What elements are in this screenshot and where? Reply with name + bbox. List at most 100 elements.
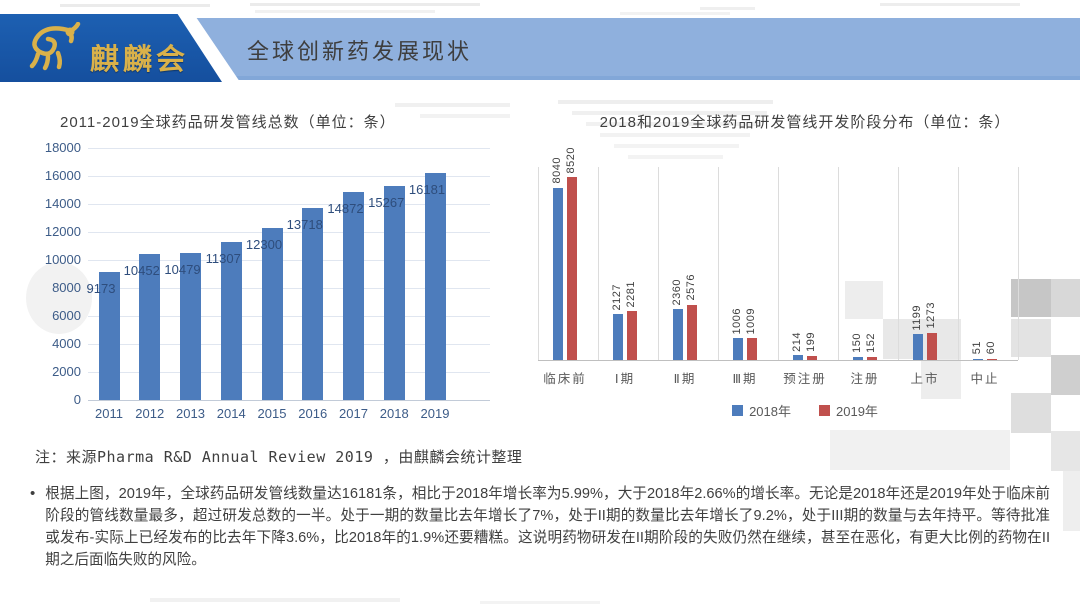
x-axis-label: 中止: [970, 372, 1000, 386]
chart2-title: 2018和2019全球药品研发管线开发阶段分布（单位：条）: [599, 114, 1011, 131]
y-tick-label: 2000: [52, 364, 81, 379]
x-axis-label: 预注册: [783, 372, 827, 386]
bar-2018年-Ⅲ期: [733, 338, 743, 360]
source-note: 注：来源Pharma R&D Annual Review 2019 ，由麒麟会统…: [35, 448, 523, 466]
bar-value-label: 8040: [551, 157, 563, 184]
legend-swatch: [732, 405, 744, 416]
y-tick-label: 12000: [44, 224, 81, 239]
grid-line: [958, 167, 959, 360]
bar-2018年-Ⅰ期: [613, 314, 623, 360]
grid-line: [88, 232, 490, 233]
x-axis-label: 2015: [257, 406, 287, 421]
x-axis-label: 2011: [95, 406, 123, 421]
x-axis-line: [538, 360, 1018, 361]
bar-value-label: 1006: [731, 307, 743, 335]
grid-line: [1018, 167, 1019, 360]
bar-2019年-中止: [987, 358, 997, 360]
grid-line: [88, 372, 490, 373]
y-tick-label: 4000: [52, 336, 81, 351]
bar-2018年-中止: [973, 358, 983, 360]
map-watermark-tile: [250, 3, 480, 6]
bar-2019年-Ⅰ期: [627, 311, 637, 360]
bar-2018: [383, 186, 405, 400]
bar-2015: [261, 227, 283, 400]
bar-2019年-注册: [867, 356, 877, 360]
map-watermark-tile: [255, 10, 435, 13]
bar-2017: [343, 191, 364, 400]
grid-line: [88, 288, 490, 289]
grid-line: [598, 167, 599, 360]
grid-line: [538, 167, 539, 360]
map-watermark-tile: [1063, 471, 1080, 531]
y-tick-label: 16000: [44, 168, 81, 183]
bar-2011: [98, 271, 120, 400]
x-axis-label: 上市: [910, 372, 940, 386]
bar-2018年-注册: [853, 356, 863, 360]
map-watermark-tile: [880, 3, 1020, 6]
legend-item-2018年: 2018年: [732, 401, 791, 420]
x-axis-line: [88, 400, 490, 401]
bar-value-label: 12300: [245, 236, 283, 252]
bar-value-label: 11307: [205, 250, 241, 266]
bar-value-label: 2360: [671, 278, 683, 306]
grid-line: [88, 260, 490, 261]
map-watermark-tile: [60, 4, 210, 7]
legend-item-2019年: 2019年: [819, 401, 878, 420]
bar-value-label: 10452: [123, 262, 160, 278]
chart-phase-distribution: 2018和2019全球药品研发管线开发阶段分布（单位：条） 8040 8520 临床…: [530, 103, 1080, 433]
x-axis-label: 2013: [176, 406, 205, 421]
bar-2018年-上市: [913, 334, 923, 360]
bar-value-label: 16181: [408, 182, 446, 198]
bar-2018年-临床前: [553, 187, 563, 360]
grid-line: [88, 204, 490, 205]
legend-label: 2018年: [749, 404, 791, 419]
map-watermark-tile: [150, 598, 400, 602]
analysis-text: 根据上图，2019年，全球药品研发管线数量达16181条，相比于2018年增长率…: [45, 486, 1050, 568]
bar-value-label: 150: [851, 332, 863, 353]
grid-line: [778, 167, 779, 360]
bar-value-label: 15267: [368, 195, 405, 211]
bar-2016: [302, 207, 324, 400]
legend-swatch: [819, 405, 830, 416]
bar-2014: [220, 241, 242, 400]
logo-banner: 麒麟会: [0, 14, 222, 82]
grid-line: [88, 148, 490, 149]
y-tick-label: 6000: [52, 308, 81, 323]
bar-value-label: 2281: [625, 280, 637, 308]
bar-value-label: 1199: [911, 304, 923, 331]
x-axis-label: Ⅲ期: [732, 372, 758, 386]
grid-line: [88, 316, 490, 317]
grid-line: [88, 344, 490, 345]
grid-line: [658, 167, 659, 360]
y-tick-label: 14000: [44, 196, 81, 211]
chart-total-pipelines: 2011-2019全球药品研发管线总数（单位：条） 0 2000 4000 6000 8…: [35, 103, 510, 433]
bar-value-label: 9173: [86, 280, 116, 296]
grid-line: [718, 167, 719, 360]
legend-label: 2019年: [836, 404, 878, 419]
bar-2019: [424, 173, 446, 400]
map-watermark-tile: [830, 430, 1010, 470]
bar-2019年-预注册: [807, 355, 817, 360]
bullet-marker: •: [30, 485, 36, 502]
bar-value-label: 60: [985, 341, 997, 355]
y-tick-label: 10000: [44, 252, 81, 267]
bar-value-label: 8520: [565, 146, 577, 174]
page-title: 全球创新药发展现状: [247, 39, 473, 64]
qilin-dragon-icon: [29, 22, 81, 71]
bar-value-label: 214: [791, 331, 803, 352]
bar-2018年-预注册: [793, 355, 803, 360]
analysis-bullet: • 根据上图，2019年，全球药品研发管线数量达16181条，相比于2018年增…: [30, 483, 1050, 571]
bar-value-label: 1273: [925, 302, 937, 329]
chart2-legend: 2018年 2019年: [530, 401, 1080, 420]
x-axis-label: Ⅰ期: [614, 372, 636, 386]
bar-value-label: 13718: [286, 216, 323, 232]
x-axis-label: 2014: [216, 406, 246, 421]
bar-2013: [180, 253, 201, 400]
bar-value-label: 2127: [611, 283, 623, 311]
map-watermark-tile: [620, 12, 730, 15]
x-axis-label: 2019: [420, 406, 450, 421]
x-axis-label: 2017: [339, 406, 368, 421]
bar-value-label: 2576: [685, 274, 697, 301]
x-axis-label: 2012: [135, 406, 165, 421]
